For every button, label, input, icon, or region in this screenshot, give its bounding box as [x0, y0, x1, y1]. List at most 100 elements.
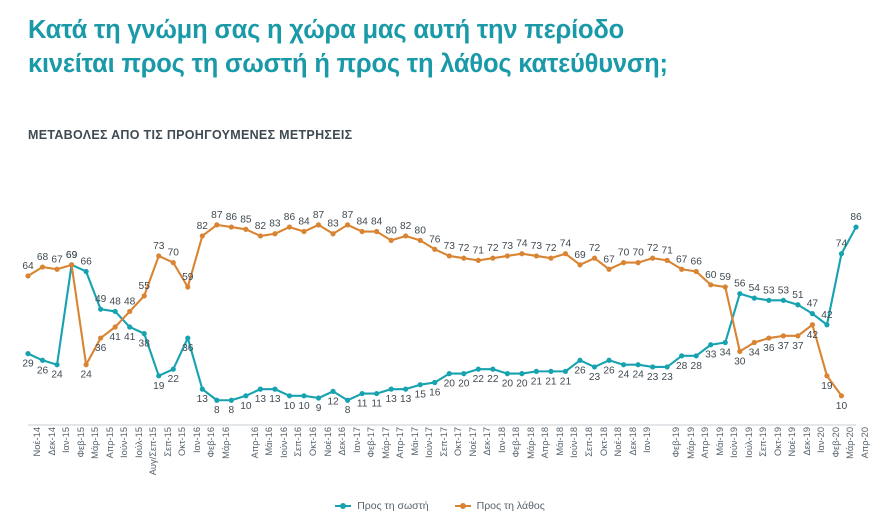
x-axis-tick-label: Ιαν-15: [61, 427, 72, 454]
data-point: [112, 308, 118, 315]
data-label: 13: [197, 394, 209, 405]
data-label: 73: [153, 241, 165, 252]
data-label: 36: [95, 343, 107, 354]
legend-item-wrong-direction: Προς τη λάθος: [454, 500, 545, 512]
legend-marker-orange: [454, 502, 471, 510]
data-label: 34: [749, 348, 761, 359]
x-axis-tick-label: Οκτ-15: [177, 427, 188, 456]
data-label: 10: [284, 401, 296, 412]
x-axis-tick-label: Ιούν-18: [569, 427, 580, 458]
data-point: [650, 255, 656, 261]
data-point: [39, 357, 46, 363]
x-axis-tick-label: Ιαν-17: [351, 427, 362, 454]
data-label: 84: [356, 217, 368, 228]
data-label: 24: [80, 370, 92, 381]
data-point: [548, 255, 554, 261]
data-label: 53: [763, 285, 775, 296]
x-axis-tick-label: Οκτ-17: [453, 427, 464, 456]
x-axis-tick-label: Μάρ-19: [685, 427, 696, 459]
data-point: [708, 282, 714, 288]
data-label: 70: [632, 248, 644, 259]
x-axis-tick-label: Οκτ-16: [308, 427, 318, 456]
data-point: [98, 335, 104, 341]
data-point: [809, 322, 816, 328]
data-point: [185, 284, 191, 290]
x-axis-tick-label: Απρ-15: [104, 427, 115, 459]
data-point: [809, 311, 816, 317]
data-label: 41: [109, 332, 121, 343]
data-label: 22: [473, 374, 485, 385]
x-axis-tick-label: Μάρ-20: [845, 427, 856, 459]
data-point: [83, 268, 89, 275]
x-axis-tick-label: Φεβ-17: [366, 427, 377, 458]
x-axis-tick-label: Νοέ-17: [467, 427, 478, 457]
data-point: [417, 237, 423, 243]
data-point: [388, 237, 394, 243]
data-point: [722, 284, 728, 290]
data-label: 60: [705, 270, 717, 281]
data-point: [170, 366, 176, 372]
x-axis-tick-label: Απρ-16: [249, 427, 260, 459]
x-axis-tick-label: Δεκ-14: [46, 427, 57, 456]
data-label: 86: [226, 212, 238, 223]
x-axis-tick-label: Μάι-17: [409, 427, 420, 456]
data-label: 26: [37, 365, 49, 376]
data-label: 72: [647, 243, 659, 254]
data-label: 37: [792, 341, 804, 352]
data-label: 21: [545, 376, 557, 387]
data-point: [286, 393, 293, 399]
data-label: 71: [473, 245, 485, 256]
legend-marker-teal: [335, 502, 352, 510]
x-axis-tick-label: Ιαν-16: [191, 427, 202, 454]
data-label: 22: [168, 374, 180, 385]
x-axis-tick-label: Απρ-17: [395, 427, 406, 459]
data-label: 10: [836, 401, 848, 412]
data-label: 86: [850, 212, 862, 223]
x-axis-tick-label: Φεβ-19: [671, 427, 682, 458]
data-point: [199, 386, 205, 392]
data-point: [214, 397, 220, 403]
x-axis-tick-label: Νοέ-18: [613, 427, 624, 457]
data-point: [708, 342, 714, 348]
data-label: 87: [313, 210, 325, 221]
data-label: 69: [574, 250, 586, 261]
chart-legend: Προς τη σωστή Προς τη λάθος: [0, 500, 880, 512]
data-label: 30: [734, 356, 746, 367]
data-label: 67: [676, 254, 688, 265]
data-point: [301, 228, 307, 235]
data-label: 59: [720, 272, 732, 283]
data-point: [606, 357, 612, 363]
data-label: 48: [124, 296, 136, 307]
data-point: [39, 264, 46, 270]
data-label: 84: [371, 217, 383, 228]
data-point: [243, 393, 249, 399]
x-axis-tick-label: Μάρ-15: [90, 427, 101, 459]
data-label: 53: [778, 285, 790, 296]
data-label: 26: [574, 365, 586, 376]
x-axis-tick-label: Ιαν-20: [816, 427, 827, 454]
data-point: [664, 364, 670, 370]
x-axis-tick-label: Δεκ-19: [801, 427, 812, 456]
data-label: 74: [516, 239, 528, 250]
data-label: 33: [705, 350, 717, 361]
data-point: [374, 228, 380, 235]
data-label: 67: [603, 254, 615, 265]
data-label: 20: [458, 379, 470, 390]
x-axis-tick-label: Μάι-16: [264, 427, 275, 456]
data-point: [795, 333, 801, 339]
data-point: [679, 353, 685, 359]
data-point: [446, 371, 452, 377]
data-point: [330, 388, 336, 394]
data-label: 8: [345, 405, 351, 416]
data-point: [737, 348, 743, 354]
data-label: 8: [214, 405, 220, 416]
data-label: 86: [284, 212, 296, 223]
x-axis-tick-label: Σεπ-18: [584, 427, 594, 457]
x-axis-tick-label: Ιούν-16: [278, 427, 289, 458]
data-label: 70: [168, 248, 180, 259]
data-label: 72: [458, 243, 470, 254]
x-axis-tick-label: Ιαν-18: [496, 427, 507, 454]
